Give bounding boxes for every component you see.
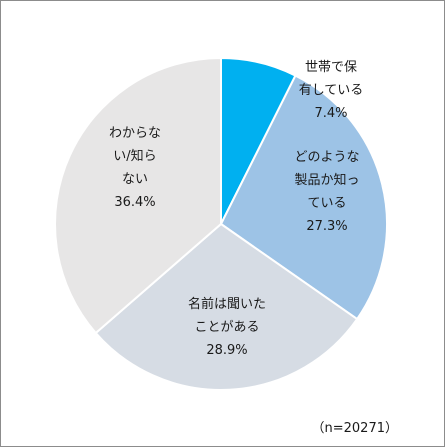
slice-label-1-line-3: 7.4% [314, 106, 347, 121]
slice-label-4-line-1: わからな [109, 126, 161, 141]
slice-label-3-line-2: ことがある [194, 320, 259, 335]
pie-slices [54, 56, 388, 391]
slice-label-3: 名前は聞いたことがある 28.9% [188, 296, 266, 358]
pie-slice-2 [219, 74, 388, 321]
slice-label-4-line-3: ない [122, 172, 148, 187]
slice-label-3-line-1: 名前は聞いた [188, 296, 266, 312]
slice-label-3-line-3: 28.9% [206, 343, 247, 358]
slice-label-4-line-2: い/知ら [113, 148, 156, 164]
slice-labels: 世帯で保有している 7.4% どのような製品か知っている 27.3% 名前は聞いたことが… [109, 60, 363, 358]
slice-label-2-line-1: どのような [294, 150, 359, 165]
slice-label-4-line-4: 36.4% [114, 195, 155, 210]
slice-label-2: どのような製品か知っている 27.3% [294, 150, 359, 234]
slice-label-1-line-1: 世帯で保 [305, 60, 357, 75]
slice-label-2-line-2: 製品か知っ [294, 172, 359, 188]
pie-slice-3 [94, 222, 359, 391]
slice-label-1: 世帯で保有している 7.4% [299, 60, 364, 121]
pie-slice-4 [54, 56, 222, 335]
slice-label-4: わからない/知らない 36.4% [109, 126, 161, 210]
sample-size-note: （n=20271） [311, 421, 399, 436]
slice-label-1-line-2: 有している [299, 83, 364, 98]
slice-label-2-line-4: 27.3% [306, 219, 347, 234]
slice-label-2-line-3: ている [307, 196, 346, 211]
